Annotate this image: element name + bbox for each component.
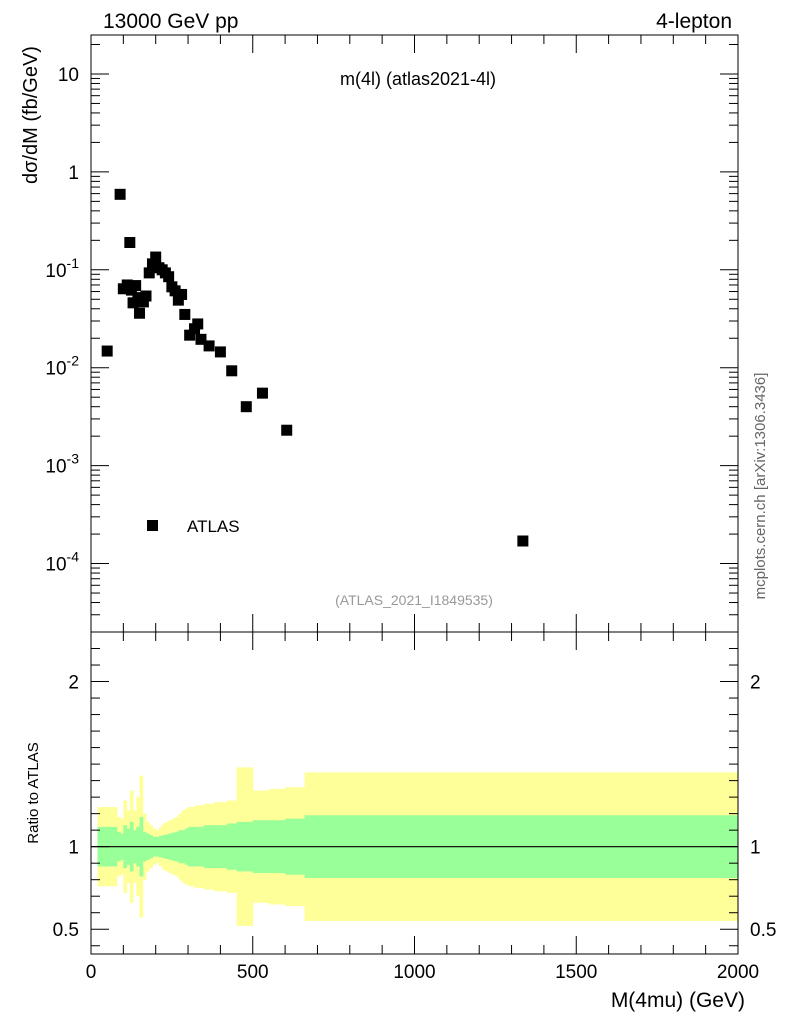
data-point [184, 329, 196, 341]
data-point [134, 307, 146, 319]
data-point [130, 280, 142, 292]
data-point [226, 365, 238, 377]
x-tick-label: 0 [86, 962, 97, 983]
main-y-tick-label: 10 [58, 65, 79, 86]
data-point [256, 387, 268, 399]
x-tick-label: 1500 [555, 962, 597, 983]
ratio-y-tick-label: 0.5 [53, 920, 79, 941]
header-left: 13000 GeV pp [103, 10, 238, 33]
data-point [137, 296, 149, 308]
data-point [143, 267, 155, 279]
data-point [163, 271, 175, 283]
main-ylabel: dσ/dM (fb/GeV) [20, 46, 42, 184]
main-y-tick-label: 1 [68, 163, 79, 184]
x-axis-label: M(4mu) (GeV) [611, 989, 745, 1012]
x-tick-label: 1000 [393, 962, 435, 983]
data-point [203, 340, 215, 352]
data-point [214, 346, 226, 358]
ratio-panel: 2 2 1 1 0.5 0.5 0 500 1000 1500 2000 Ratio to ATLA… [25, 631, 776, 1012]
analysis-footnote: (ATLAS_2021_I1849535) [335, 592, 493, 608]
x-tick-label: 500 [237, 962, 269, 983]
header-right: 4-lepton [656, 10, 732, 33]
main-y-tick-label: 10-2 [45, 353, 79, 380]
legend-label: ATLAS [187, 517, 240, 536]
ratio-y-tick-label-right: 2 [750, 673, 761, 694]
data-point [176, 288, 188, 300]
x-tick-label: 2000 [717, 962, 759, 983]
ratio-y-tick-label-right: 1 [750, 838, 761, 859]
data-point [169, 285, 181, 297]
side-credit: mcplots.cern.ch [arXiv:1306.3436] [752, 373, 769, 600]
main-y-tick-label: 10-3 [45, 451, 79, 478]
data-point [114, 188, 126, 200]
data-point [101, 345, 113, 357]
legend-marker [147, 520, 158, 531]
data-point [146, 258, 158, 270]
main-y-tick-label: 10-1 [45, 255, 79, 282]
ratio-y-tick-label-right: 0.5 [750, 920, 776, 941]
main-y-tick-label: 10-4 [45, 549, 79, 576]
data-point [517, 535, 529, 547]
data-point [281, 424, 293, 436]
data-point [124, 237, 136, 249]
data-point [240, 401, 252, 413]
data-point [150, 251, 162, 263]
ratio-ylabel: Ratio to ATLAS [25, 742, 42, 843]
ratio-y-tick-label: 2 [68, 673, 79, 694]
main-title: m(4l) (atlas2021-4l) [340, 69, 496, 89]
data-point [140, 290, 152, 302]
data-point [179, 308, 191, 320]
data-point [192, 318, 204, 330]
ratio-y-tick-label: 1 [68, 838, 79, 859]
data-point [195, 333, 207, 345]
data-point [172, 294, 184, 306]
main-panel: 10 1 10-1 10-2 10-3 10-4 m(4l) (atlas2021-4l)… [20, 34, 739, 633]
